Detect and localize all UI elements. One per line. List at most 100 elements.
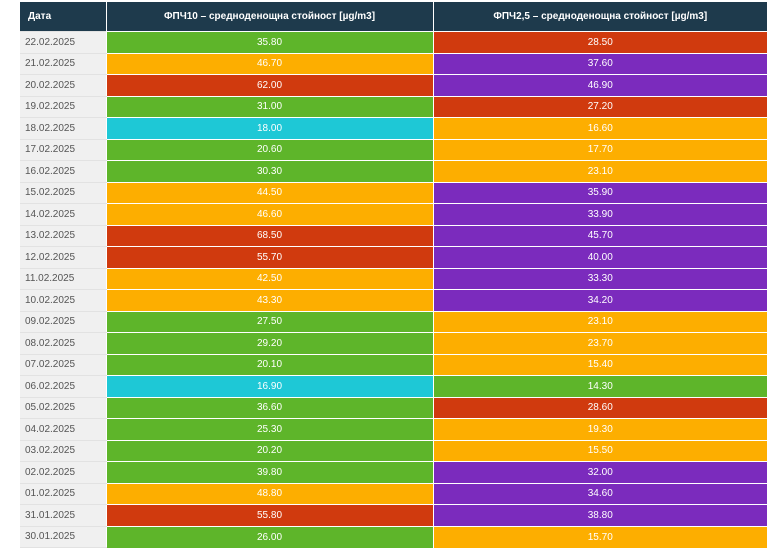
pm10-value-cell: 46.60 — [106, 203, 434, 225]
pm25-value-cell: 46.90 — [433, 74, 767, 96]
pm10-value-cell: 31.00 — [106, 95, 434, 118]
date-cell: 09.02.2025 — [20, 310, 107, 333]
table-header: Дата ФПЧ10 – средноденощна стойност [µg/… — [20, 2, 767, 32]
table-row: 16.02.2025 30.30 23.10 — [20, 160, 767, 183]
table-row: 19.02.2025 31.00 27.20 — [20, 95, 767, 118]
pm10-value-cell: 16.90 — [106, 375, 434, 397]
table-row: 02.02.2025 39.80 32.00 — [20, 461, 767, 484]
table-row: 06.02.2025 16.90 14.30 — [20, 375, 767, 398]
table-row: 14.02.2025 46.60 33.90 — [20, 203, 767, 226]
pm10-value-cell: 62.00 — [106, 74, 434, 96]
table-row: 21.02.2025 46.70 37.60 — [20, 52, 767, 75]
date-cell: 01.02.2025 — [20, 482, 107, 505]
date-cell: 04.02.2025 — [20, 418, 107, 441]
pm10-value-cell: 20.60 — [106, 138, 434, 161]
date-cell: 31.01.2025 — [20, 504, 107, 527]
pm25-value-cell: 40.00 — [433, 246, 767, 268]
pm25-value-cell: 33.30 — [433, 267, 767, 290]
table-row: 12.02.2025 55.70 40.00 — [20, 246, 767, 269]
pm10-value-cell: 25.30 — [106, 418, 434, 440]
date-cell: 22.02.2025 — [20, 31, 107, 54]
header-row: Дата ФПЧ10 – средноденощна стойност [µg/… — [20, 2, 767, 32]
date-cell: 17.02.2025 — [20, 138, 107, 161]
pm10-value-cell: 55.70 — [106, 246, 434, 268]
table-body: 22.02.2025 35.80 28.50 21.02.2025 46.70 37.60… — [20, 31, 767, 548]
table-row: 15.02.2025 44.50 35.90 — [20, 181, 767, 204]
table-row: 20.02.2025 62.00 46.90 — [20, 74, 767, 97]
date-cell: 03.02.2025 — [20, 439, 107, 462]
table-row: 13.02.2025 68.50 45.70 — [20, 224, 767, 247]
date-cell: 16.02.2025 — [20, 160, 107, 183]
date-cell: 20.02.2025 — [20, 74, 107, 97]
table-row: 30.01.2025 26.00 15.70 — [20, 525, 767, 548]
date-cell: 06.02.2025 — [20, 375, 107, 398]
pm25-value-cell: 23.10 — [433, 310, 767, 333]
pm25-value-cell: 23.10 — [433, 160, 767, 182]
table-row: 05.02.2025 36.60 28.60 — [20, 396, 767, 419]
pm25-value-cell: 17.70 — [433, 138, 767, 161]
pm25-value-cell: 45.70 — [433, 224, 767, 247]
air-quality-table-container: Дата ФПЧ10 – средноденощна стойност [µg/… — [20, 2, 767, 548]
pm25-value-cell: 15.50 — [433, 439, 767, 462]
date-cell: 18.02.2025 — [20, 117, 107, 140]
pm10-value-cell: 35.80 — [106, 31, 434, 53]
pm25-value-cell: 15.40 — [433, 353, 767, 376]
date-cell: 19.02.2025 — [20, 95, 107, 118]
date-cell: 05.02.2025 — [20, 396, 107, 419]
table-row: 03.02.2025 20.20 15.50 — [20, 439, 767, 462]
pm10-value-cell: 27.50 — [106, 310, 434, 333]
pm10-value-cell: 36.60 — [106, 396, 434, 419]
pm25-value-cell: 27.20 — [433, 95, 767, 118]
pm25-value-cell: 23.70 — [433, 332, 767, 354]
pm10-value-cell: 30.30 — [106, 160, 434, 182]
date-cell: 15.02.2025 — [20, 181, 107, 204]
table-row: 10.02.2025 43.30 34.20 — [20, 289, 767, 312]
date-cell: 12.02.2025 — [20, 246, 107, 269]
pm25-value-cell: 16.60 — [433, 117, 767, 139]
pm10-value-cell: 42.50 — [106, 267, 434, 290]
table-row: 11.02.2025 42.50 33.30 — [20, 267, 767, 290]
date-cell: 07.02.2025 — [20, 353, 107, 376]
date-cell: 11.02.2025 — [20, 267, 107, 290]
table-row: 04.02.2025 25.30 19.30 — [20, 418, 767, 441]
pm10-value-cell: 26.00 — [106, 525, 434, 548]
pm10-value-cell: 48.80 — [106, 482, 434, 505]
table-row: 07.02.2025 20.10 15.40 — [20, 353, 767, 376]
pm25-value-cell: 34.20 — [433, 289, 767, 311]
pm10-value-cell: 44.50 — [106, 181, 434, 204]
pm25-value-cell: 34.60 — [433, 482, 767, 505]
date-cell: 30.01.2025 — [20, 525, 107, 548]
pm10-value-cell: 68.50 — [106, 224, 434, 247]
pm25-value-cell: 28.60 — [433, 396, 767, 419]
pm25-value-cell: 38.80 — [433, 504, 767, 526]
pm10-value-cell: 55.80 — [106, 504, 434, 526]
pm25-value-cell: 37.60 — [433, 52, 767, 75]
table-row: 08.02.2025 29.20 23.70 — [20, 332, 767, 355]
pm10-value-cell: 20.20 — [106, 439, 434, 462]
pm10-value-cell: 20.10 — [106, 353, 434, 376]
table-row: 18.02.2025 18.00 16.60 — [20, 117, 767, 140]
table-row: 09.02.2025 27.50 23.10 — [20, 310, 767, 333]
pm25-value-cell: 15.70 — [433, 525, 767, 548]
pm25-value-cell: 19.30 — [433, 418, 767, 440]
pm10-value-cell: 18.00 — [106, 117, 434, 139]
pm10-value-cell: 46.70 — [106, 52, 434, 75]
pm25-value-cell: 35.90 — [433, 181, 767, 204]
pm25-value-cell: 14.30 — [433, 375, 767, 397]
date-cell: 14.02.2025 — [20, 203, 107, 226]
pm25-value-cell: 33.90 — [433, 203, 767, 225]
header-pm25: ФПЧ2,5 – средноденощна стойност [µg/m3] — [433, 2, 767, 32]
pm10-value-cell: 39.80 — [106, 461, 434, 483]
table-row: 17.02.2025 20.60 17.70 — [20, 138, 767, 161]
date-cell: 21.02.2025 — [20, 52, 107, 75]
air-quality-table: Дата ФПЧ10 – средноденощна стойност [µg/… — [20, 2, 767, 548]
header-pm10: ФПЧ10 – средноденощна стойност [µg/m3] — [106, 2, 434, 32]
date-cell: 13.02.2025 — [20, 224, 107, 247]
table-row: 22.02.2025 35.80 28.50 — [20, 31, 767, 54]
pm10-value-cell: 29.20 — [106, 332, 434, 354]
date-cell: 08.02.2025 — [20, 332, 107, 355]
pm25-value-cell: 28.50 — [433, 31, 767, 53]
table-row: 01.02.2025 48.80 34.60 — [20, 482, 767, 505]
table-row: 31.01.2025 55.80 38.80 — [20, 504, 767, 527]
pm25-value-cell: 32.00 — [433, 461, 767, 483]
